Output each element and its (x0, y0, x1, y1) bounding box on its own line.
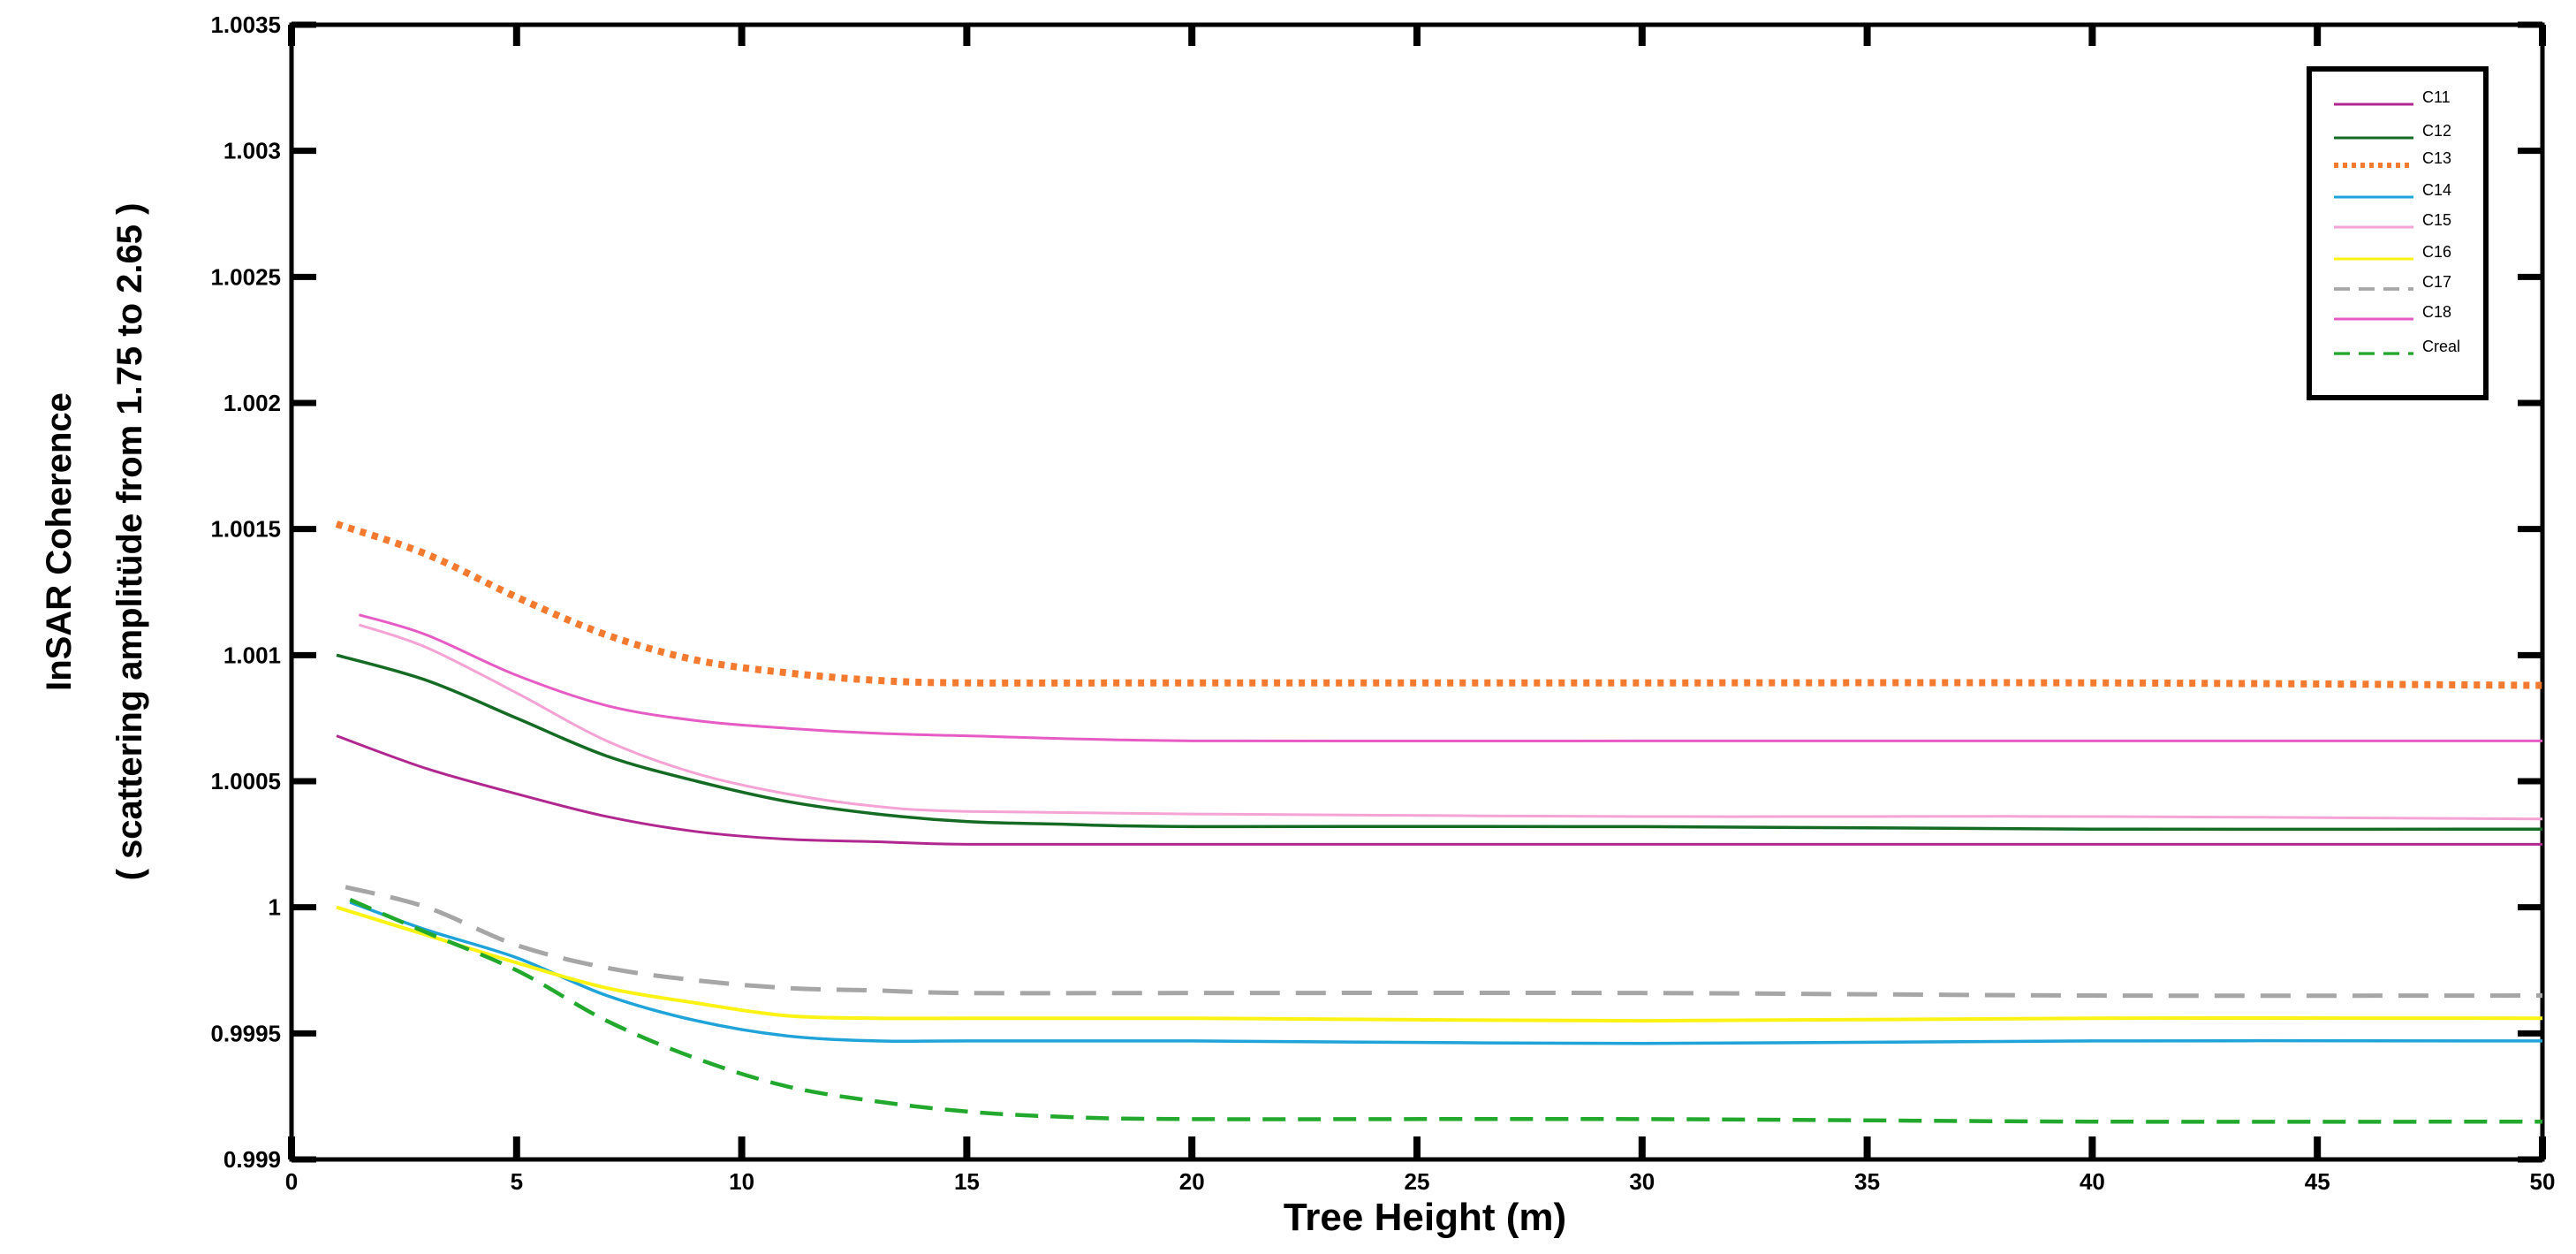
y-tick-label: 1.001 (224, 642, 281, 668)
legend-label-c12: C12 (2422, 122, 2451, 140)
legend-label-c15: C15 (2422, 211, 2451, 229)
y-tick-label: 0.999 (224, 1146, 281, 1173)
x-tick-label: 5 (511, 1168, 523, 1195)
y-tick-label: 1.002 (224, 390, 281, 416)
series-line-c12 (336, 653, 2543, 832)
x-tick-label: 50 (2530, 1168, 2556, 1195)
x-tick-label: 40 (2080, 1168, 2105, 1195)
y-tick-label: 0.9995 (210, 1020, 281, 1046)
plot-frame (289, 22, 2545, 1162)
legend-label-c16: C16 (2422, 243, 2451, 261)
x-axis-ticks: 0 5 10 15 20 25 30 35 40 45 50 (285, 25, 2556, 1195)
y-tick-label: 1 (269, 894, 281, 921)
y-tick-label: 1.0025 (210, 263, 281, 290)
x-tick-label: 25 (1405, 1168, 1430, 1195)
legend-label-c18: C18 (2422, 303, 2451, 321)
series-line-c16 (336, 905, 2543, 1023)
series-line-c11 (336, 734, 2543, 847)
legend-box (2307, 66, 2489, 400)
y-axis-sublabel: ( scattering amplitüde from 1.75 to 2.65… (110, 203, 149, 881)
x-tick-label: 10 (729, 1168, 754, 1195)
series-line-c18 (359, 613, 2542, 743)
legend: C11 C12 C13 C14 C15 C16 C17 C18 Creal (2307, 66, 2489, 400)
x-tick-label: 30 (1629, 1168, 1655, 1195)
x-tick-label: 45 (2305, 1168, 2330, 1195)
series-line-creal (349, 898, 2543, 1124)
legend-label-c11: C11 (2422, 88, 2451, 106)
series-line-c15 (358, 623, 2543, 821)
legend-label-c14: C14 (2422, 181, 2451, 199)
y-tick-label: 1.003 (224, 138, 281, 164)
x-tick-label: 35 (1854, 1168, 1880, 1195)
y-tick-label: 1.0035 (210, 11, 281, 38)
plot-border (289, 22, 2545, 1162)
series-layer (335, 521, 2543, 1124)
x-tick-label: 20 (1179, 1168, 1205, 1195)
y-tick-label: 1.0005 (210, 768, 281, 794)
x-tick-label: 15 (954, 1168, 980, 1195)
legend-label-c13: C13 (2422, 149, 2451, 167)
series-line-c17 (345, 885, 2543, 999)
y-axis-label: InSAR Coherence (40, 392, 79, 691)
legend-label-creal: Creal (2422, 338, 2460, 355)
x-tick-label: 0 (285, 1168, 298, 1195)
x-axis-label: Tree Height (m) (1284, 1196, 1566, 1239)
series-line-c14 (349, 901, 2543, 1045)
legend-label-c17: C17 (2422, 273, 2451, 291)
y-tick-label: 1.0015 (210, 516, 281, 543)
series-line-c13 (335, 521, 2543, 689)
y-axis-ticks: 0.999 0.9995 1 1.0005 1.001 1.0015 1.002 1.0025… (210, 11, 2542, 1173)
